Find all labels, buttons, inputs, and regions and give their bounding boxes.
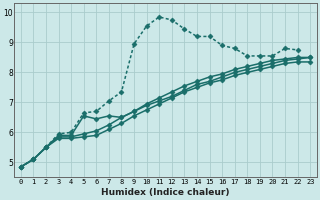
X-axis label: Humidex (Indice chaleur): Humidex (Indice chaleur) — [101, 188, 230, 197]
